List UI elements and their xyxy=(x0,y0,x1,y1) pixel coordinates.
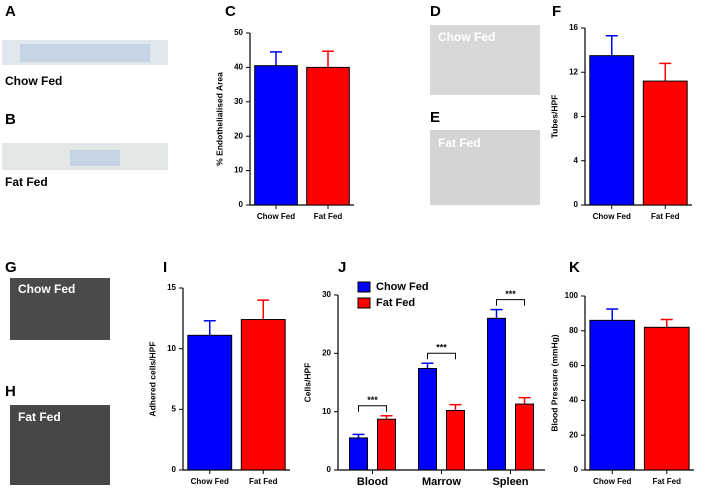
panel-label: K xyxy=(569,259,580,276)
x-tick-label: Chow Fed xyxy=(257,212,295,221)
annotation: *** xyxy=(367,395,378,405)
y-tick-label: 0 xyxy=(574,200,579,209)
x-tick-label: Chow Fed xyxy=(593,477,631,486)
legend-swatch xyxy=(357,297,371,309)
y-tick-label: 0 xyxy=(327,465,332,474)
significance-bracket xyxy=(358,405,387,412)
legend-label: Chow Fed xyxy=(376,281,429,293)
y-axis-label: Tubes/HPF xyxy=(549,95,559,139)
bar xyxy=(589,55,635,206)
image-detail xyxy=(20,44,150,62)
significance-bracket xyxy=(427,352,456,360)
x-tick-label: Fat Fed xyxy=(249,477,278,486)
bar xyxy=(240,319,286,471)
image-caption: Fat Fed xyxy=(5,175,48,189)
image-caption: Chow Fed xyxy=(5,74,62,88)
y-axis-label: Blood Pressure (mmHg) xyxy=(549,334,559,431)
y-tick-label: 40 xyxy=(569,396,578,405)
y-tick-label: 60 xyxy=(569,361,578,370)
y-tick-label: 10 xyxy=(167,344,176,353)
y-tick-label: 40 xyxy=(234,63,243,72)
panel-label: F xyxy=(552,3,561,20)
y-tick-label: 8 xyxy=(574,112,579,121)
bar xyxy=(254,65,298,206)
panel-label: I xyxy=(163,259,167,276)
legend-label: Fat Fed xyxy=(376,297,415,309)
y-tick-label: 12 xyxy=(569,67,578,76)
bar xyxy=(515,403,534,471)
x-tick-label: Chow Fed xyxy=(191,477,229,486)
image-caption: Fat Fed xyxy=(438,136,481,150)
y-tick-label: 0 xyxy=(172,465,177,474)
annotation: *** xyxy=(436,343,447,353)
bar xyxy=(487,317,506,471)
y-axis-label: Adhered cells/HPF xyxy=(147,341,157,416)
image xyxy=(430,130,540,205)
x-tick-label: Chow Fed xyxy=(593,212,631,221)
y-tick-label: 0 xyxy=(574,465,579,474)
y-tick-label: 20 xyxy=(322,348,331,357)
x-tick-label: Fat Fed xyxy=(653,477,682,486)
panel-label: E xyxy=(430,109,440,126)
bar xyxy=(349,437,368,471)
panel-label: B xyxy=(5,111,16,128)
y-tick-label: 50 xyxy=(234,28,243,37)
y-tick-label: 15 xyxy=(167,283,176,292)
x-tick-label: Blood xyxy=(357,476,388,488)
image-caption: Chow Fed xyxy=(438,30,495,44)
y-tick-label: 20 xyxy=(234,131,243,140)
y-tick-label: 4 xyxy=(574,156,579,165)
bar xyxy=(306,66,350,206)
image-caption: Chow Fed xyxy=(18,282,75,296)
image xyxy=(430,25,540,95)
y-tick-label: 16 xyxy=(569,23,578,32)
panel-label: D xyxy=(430,3,441,20)
y-tick-label: 20 xyxy=(569,430,578,439)
y-tick-label: 10 xyxy=(234,166,243,175)
bar xyxy=(446,410,465,471)
y-tick-label: 30 xyxy=(322,290,331,299)
y-tick-label: 5 xyxy=(172,404,177,413)
y-tick-label: 10 xyxy=(322,407,331,416)
y-tick-label: 0 xyxy=(239,200,244,209)
image-caption: Fat Fed xyxy=(18,410,61,424)
x-tick-label: Fat Fed xyxy=(651,212,680,221)
x-tick-label: Spleen xyxy=(492,476,528,488)
annotation: *** xyxy=(505,289,516,299)
panel-label: G xyxy=(5,259,17,276)
bar xyxy=(187,334,233,471)
panel-label: H xyxy=(5,383,16,400)
panel-label: A xyxy=(5,3,16,20)
y-axis-label: % Endothelialised Area xyxy=(214,72,224,166)
image xyxy=(10,278,110,340)
bar xyxy=(418,368,437,471)
y-tick-label: 80 xyxy=(569,326,578,335)
image xyxy=(10,405,110,485)
panel-label: J xyxy=(338,259,346,276)
y-tick-label: 30 xyxy=(234,97,243,106)
panel-label: C xyxy=(225,3,236,20)
y-axis-label: Cells/HPF xyxy=(302,363,312,403)
legend-swatch xyxy=(357,281,371,293)
x-tick-label: Marrow xyxy=(422,476,462,488)
bar xyxy=(589,319,636,471)
x-tick-label: Fat Fed xyxy=(314,212,343,221)
bar xyxy=(643,326,690,471)
bar xyxy=(377,418,396,471)
image-detail xyxy=(70,150,120,166)
bar xyxy=(642,80,688,206)
y-tick-label: 100 xyxy=(565,291,579,300)
significance-bracket xyxy=(496,299,525,306)
